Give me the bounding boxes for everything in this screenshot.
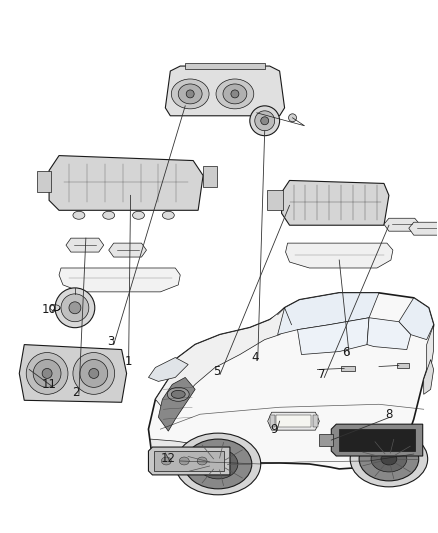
Polygon shape (367, 318, 411, 350)
Bar (267, 190, 283, 211)
Bar (314, 415, 318, 427)
Ellipse shape (61, 294, 89, 322)
Ellipse shape (26, 352, 68, 394)
Text: 10: 10 (42, 303, 57, 316)
Polygon shape (148, 358, 188, 382)
Ellipse shape (381, 453, 397, 465)
Ellipse shape (223, 84, 247, 104)
Ellipse shape (73, 352, 115, 394)
Bar (37, 171, 51, 192)
Ellipse shape (73, 211, 85, 219)
Polygon shape (66, 238, 104, 252)
Text: 11: 11 (42, 378, 57, 391)
Ellipse shape (179, 457, 189, 465)
Ellipse shape (171, 390, 185, 398)
Ellipse shape (184, 439, 252, 489)
Text: 7: 7 (318, 368, 325, 381)
Ellipse shape (133, 211, 145, 219)
Text: 3: 3 (107, 335, 114, 348)
Text: 9: 9 (270, 423, 277, 435)
Ellipse shape (359, 437, 419, 481)
Ellipse shape (371, 446, 407, 472)
Ellipse shape (209, 457, 227, 471)
Ellipse shape (55, 288, 95, 328)
Polygon shape (427, 325, 434, 384)
Polygon shape (424, 360, 434, 394)
Text: 2: 2 (72, 386, 80, 399)
Ellipse shape (231, 90, 239, 98)
Ellipse shape (162, 211, 174, 219)
Ellipse shape (69, 302, 81, 314)
Text: 6: 6 (343, 346, 350, 359)
Ellipse shape (250, 106, 279, 136)
Ellipse shape (89, 368, 99, 378)
Polygon shape (409, 222, 438, 235)
Text: 4: 4 (251, 351, 258, 364)
Polygon shape (297, 318, 369, 354)
Polygon shape (286, 243, 393, 268)
Text: 1: 1 (125, 355, 132, 368)
Ellipse shape (103, 211, 115, 219)
Polygon shape (150, 439, 200, 459)
Text: 5: 5 (213, 365, 221, 378)
Polygon shape (49, 156, 203, 211)
Ellipse shape (161, 457, 171, 465)
Ellipse shape (350, 431, 427, 487)
Ellipse shape (289, 114, 297, 122)
Polygon shape (159, 377, 195, 431)
Text: 12: 12 (161, 453, 176, 465)
Ellipse shape (178, 84, 202, 104)
Polygon shape (148, 447, 230, 475)
Polygon shape (155, 308, 294, 417)
Polygon shape (331, 424, 423, 456)
Ellipse shape (167, 387, 189, 401)
Ellipse shape (33, 360, 61, 387)
Bar (270, 415, 275, 427)
Polygon shape (384, 218, 420, 231)
Ellipse shape (80, 360, 108, 387)
Ellipse shape (171, 79, 209, 109)
Polygon shape (59, 268, 180, 292)
Bar (341, 367, 355, 372)
Ellipse shape (216, 79, 254, 109)
Polygon shape (268, 412, 319, 430)
Ellipse shape (198, 449, 238, 479)
Bar (397, 364, 409, 368)
Polygon shape (19, 345, 127, 402)
Bar (339, 429, 415, 451)
Bar (185, 63, 265, 69)
Polygon shape (399, 298, 434, 340)
Ellipse shape (186, 90, 194, 98)
Ellipse shape (255, 111, 275, 131)
Bar (155, 451, 224, 471)
Bar (276, 415, 311, 427)
Bar (203, 166, 217, 188)
Ellipse shape (175, 433, 261, 495)
Text: 8: 8 (385, 408, 392, 421)
Polygon shape (278, 293, 379, 335)
Ellipse shape (42, 368, 52, 378)
Ellipse shape (197, 457, 207, 465)
Polygon shape (148, 293, 434, 469)
Bar (319, 434, 333, 446)
Ellipse shape (261, 117, 268, 125)
Polygon shape (165, 66, 285, 116)
Polygon shape (282, 181, 389, 225)
Polygon shape (109, 243, 146, 257)
